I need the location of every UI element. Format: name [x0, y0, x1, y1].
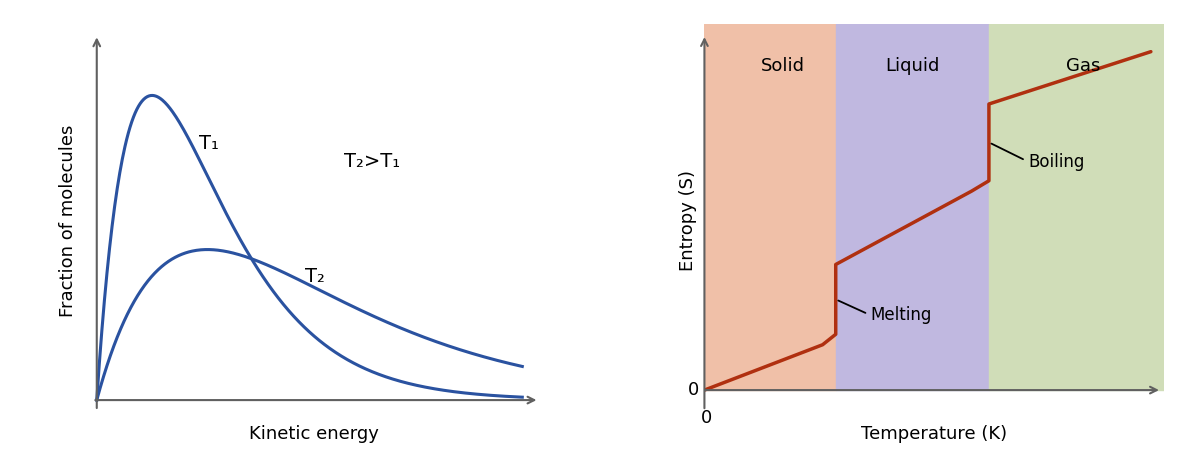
Text: Melting: Melting — [839, 301, 932, 324]
Text: Gas: Gas — [1066, 57, 1100, 75]
Bar — [835, 24, 989, 390]
X-axis label: Kinetic energy: Kinetic energy — [248, 425, 379, 443]
Text: Solid: Solid — [761, 57, 805, 75]
Text: Boiling: Boiling — [991, 143, 1085, 171]
Text: T₁: T₁ — [199, 134, 218, 153]
Text: Liquid: Liquid — [886, 57, 940, 75]
Text: 0: 0 — [701, 409, 713, 428]
Bar — [704, 24, 835, 390]
Bar — [989, 24, 1172, 390]
Y-axis label: Fraction of molecules: Fraction of molecules — [59, 125, 77, 317]
Text: T₂>T₁: T₂>T₁ — [343, 152, 400, 171]
Text: 0: 0 — [688, 381, 700, 399]
Text: T₂: T₂ — [305, 267, 325, 286]
Y-axis label: Entropy (S): Entropy (S) — [679, 171, 697, 271]
X-axis label: Temperature (K): Temperature (K) — [862, 425, 1007, 443]
